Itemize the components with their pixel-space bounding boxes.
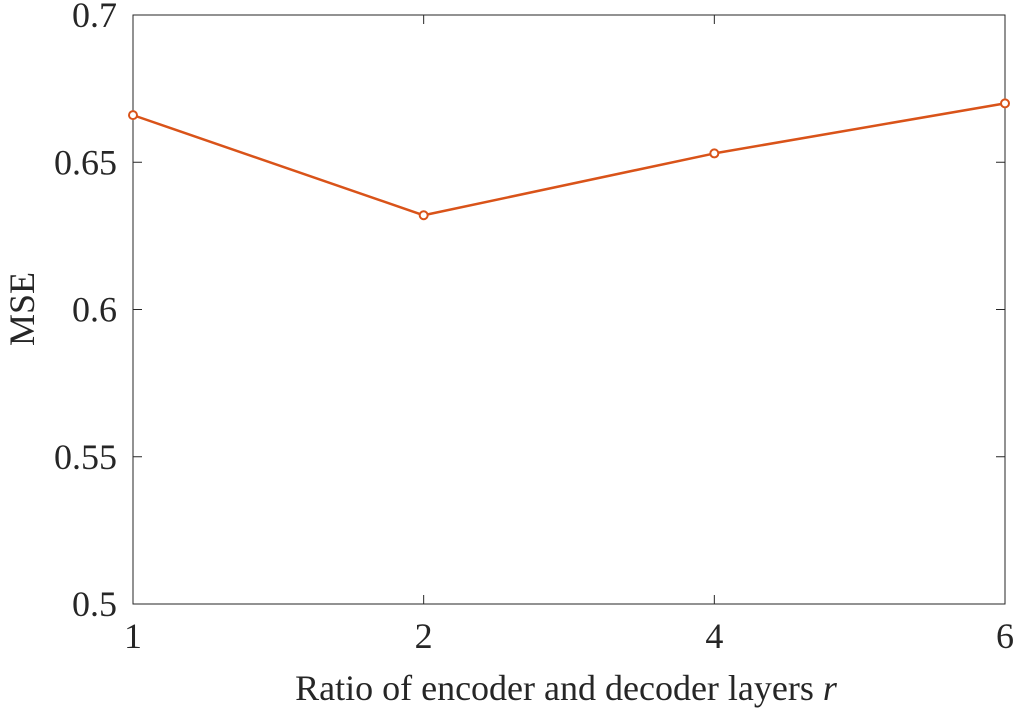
y-tick-label: 0.7 — [72, 0, 117, 35]
x-axis: 1 2 4 6 — [124, 15, 1014, 656]
plot-area — [132, 14, 1006, 605]
y-tick-label: 0.65 — [54, 142, 117, 182]
series-layer — [128, 98, 1010, 221]
x-tick-label: 4 — [705, 616, 723, 656]
y-axis: 0.5 0.55 0.6 0.65 0.7 — [54, 0, 1005, 624]
data-point — [418, 210, 429, 221]
x-axis-title: Ratio of encoder and decoder layers r — [295, 668, 838, 708]
axes-frame — [132, 14, 1006, 605]
x-tick-label: 1 — [124, 616, 142, 656]
x-tick-label: 6 — [996, 616, 1014, 656]
y-axis-title: MSE — [2, 272, 42, 346]
series-line — [132, 102, 1006, 217]
x-tick-label: 2 — [415, 616, 433, 656]
data-point — [1000, 98, 1010, 109]
y-tick-label: 0.5 — [72, 584, 117, 624]
y-tick-label: 0.55 — [54, 437, 117, 477]
data-point — [709, 148, 720, 159]
y-tick-label: 0.6 — [72, 290, 117, 330]
data-point — [128, 110, 138, 121]
